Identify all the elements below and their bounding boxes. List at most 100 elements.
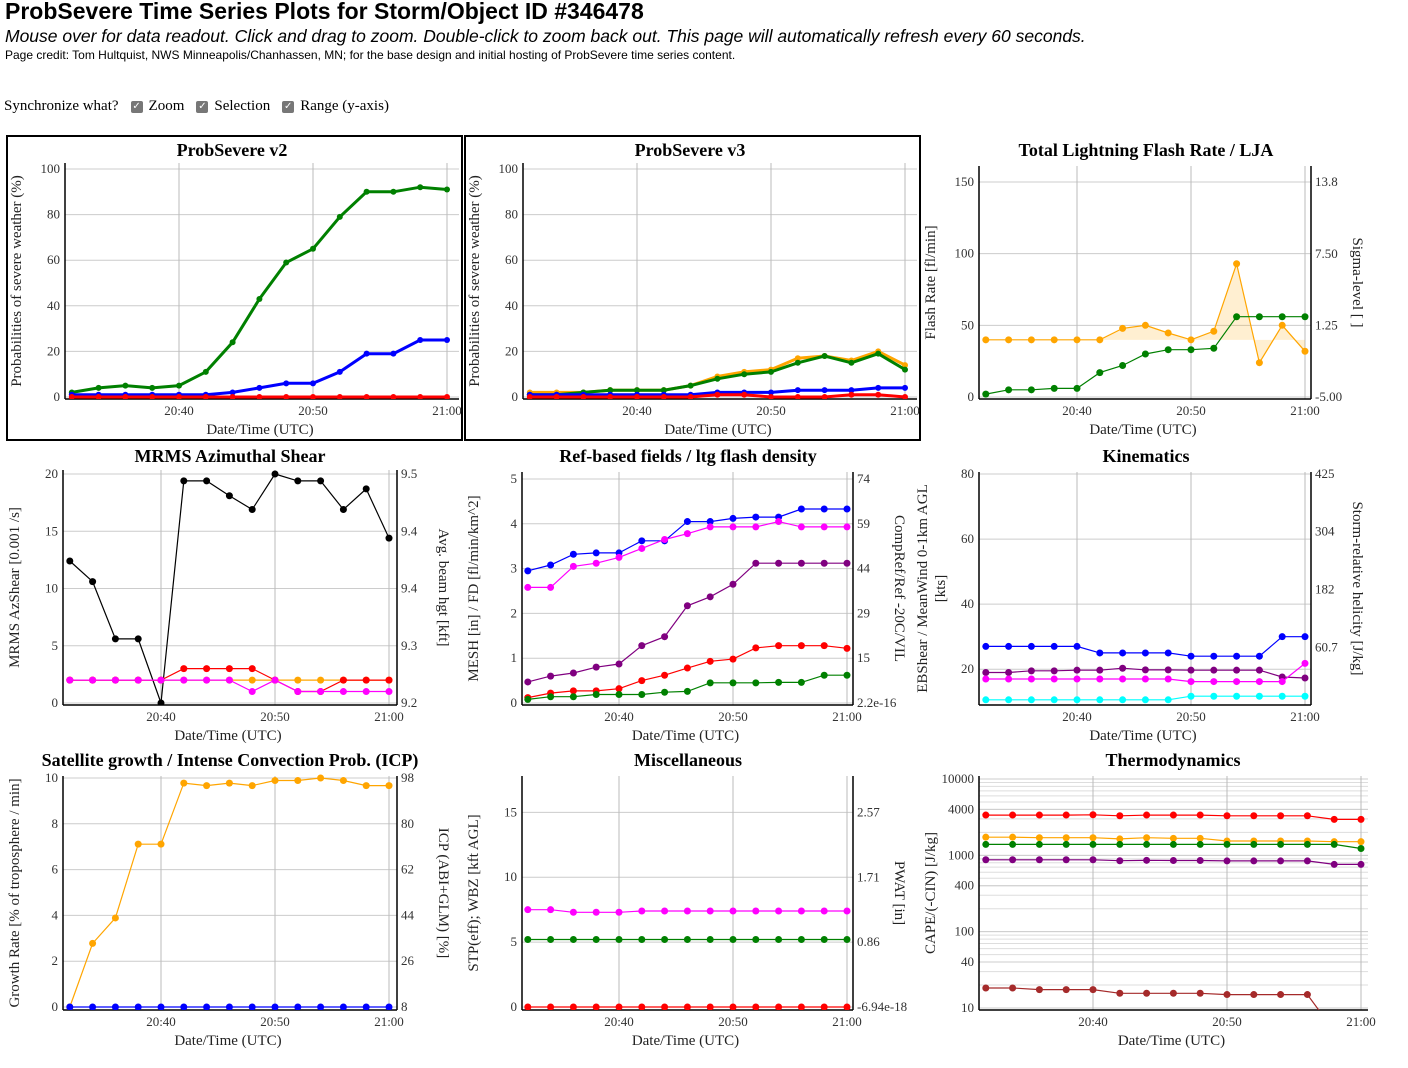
data-point[interactable] [1009, 811, 1017, 819]
data-point[interactable] [797, 559, 805, 567]
data-point[interactable] [1089, 840, 1097, 848]
chart-mrms[interactable]: MRMS Azimuthal Shear 0 5 10 15 20 20:40 20:50 21… [7, 446, 451, 744]
data-point[interactable] [794, 359, 801, 366]
data-point[interactable] [1277, 840, 1285, 848]
data-point[interactable] [706, 523, 714, 531]
data-point[interactable] [1050, 675, 1058, 683]
data-point[interactable] [317, 774, 325, 782]
chart-sat[interactable]: Satellite growth / Intense Convection Pr… [7, 750, 451, 1049]
data-point[interactable] [794, 355, 801, 362]
data-point[interactable] [638, 544, 646, 552]
data-point[interactable] [848, 359, 855, 366]
data-point[interactable] [248, 688, 256, 696]
data-point[interactable] [1027, 696, 1035, 704]
data-point[interactable] [1303, 857, 1311, 865]
data-point[interactable] [294, 477, 302, 485]
data-point[interactable] [89, 578, 97, 586]
plot-area[interactable] [526, 348, 908, 400]
data-point[interactable] [363, 394, 370, 400]
data-point[interactable] [638, 537, 646, 545]
data-point[interactable] [1096, 336, 1104, 344]
plot-area[interactable] [68, 184, 450, 400]
data-point[interactable] [1119, 675, 1127, 683]
data-point[interactable] [524, 567, 532, 575]
data-point[interactable] [339, 1003, 347, 1011]
data-point[interactable] [256, 384, 263, 391]
data-point[interactable] [1116, 835, 1124, 843]
data-point[interactable] [1116, 989, 1124, 997]
data-point[interactable] [1116, 857, 1124, 865]
data-point[interactable] [1096, 696, 1104, 704]
data-point[interactable] [1255, 359, 1263, 367]
data-point[interactable] [820, 671, 828, 679]
data-point[interactable] [752, 523, 760, 531]
data-point[interactable] [634, 387, 640, 394]
data-point[interactable] [203, 676, 211, 684]
data-point[interactable] [683, 687, 691, 695]
data-point[interactable] [1278, 313, 1286, 321]
data-point[interactable] [547, 693, 555, 701]
data-point[interactable] [66, 676, 74, 684]
data-point[interactable] [1062, 840, 1070, 848]
data-point[interactable] [248, 665, 256, 673]
data-point[interactable] [1357, 844, 1365, 852]
data-point[interactable] [1164, 346, 1172, 354]
data-point[interactable] [741, 371, 748, 378]
data-point[interactable] [843, 936, 851, 944]
data-point[interactable] [706, 657, 714, 665]
data-point[interactable] [875, 391, 882, 398]
data-point[interactable] [310, 394, 316, 400]
data-point[interactable] [248, 1003, 256, 1011]
data-point[interactable] [111, 676, 119, 684]
data-point[interactable] [157, 699, 165, 707]
data-point[interactable] [875, 384, 882, 391]
data-point[interactable] [1301, 633, 1309, 641]
data-point[interactable] [820, 642, 828, 650]
data-point[interactable] [1187, 692, 1195, 700]
data-point[interactable] [66, 557, 74, 565]
data-point[interactable] [1303, 812, 1311, 820]
data-point[interactable] [1223, 991, 1231, 999]
data-point[interactable] [1233, 692, 1241, 700]
data-point[interactable] [982, 856, 990, 864]
data-point[interactable] [729, 580, 737, 588]
data-point[interactable] [797, 936, 805, 944]
data-point[interactable] [157, 840, 165, 848]
data-point[interactable] [797, 523, 805, 531]
data-point[interactable] [417, 337, 424, 343]
data-point[interactable] [569, 669, 577, 677]
sync-zoom-checkbox[interactable]: ✓ [130, 100, 143, 113]
data-point[interactable] [1050, 696, 1058, 704]
data-point[interactable] [1062, 811, 1070, 819]
data-point[interactable] [1164, 649, 1172, 657]
data-point[interactable] [569, 908, 577, 916]
data-point[interactable] [982, 336, 990, 344]
data-point[interactable] [248, 505, 256, 513]
data-point[interactable] [122, 382, 129, 389]
data-point[interactable] [1277, 812, 1285, 820]
data-point[interactable] [111, 914, 119, 922]
data-point[interactable] [820, 1003, 828, 1011]
data-point[interactable] [225, 1003, 233, 1011]
data-point[interactable] [336, 394, 343, 400]
data-point[interactable] [1303, 840, 1311, 848]
data-point[interactable] [385, 1003, 393, 1011]
data-point[interactable] [729, 523, 737, 531]
data-point[interactable] [592, 690, 600, 698]
data-point[interactable] [1250, 812, 1258, 820]
data-point[interactable] [547, 1003, 555, 1011]
data-point[interactable] [1210, 678, 1218, 686]
data-point[interactable] [706, 936, 714, 944]
data-point[interactable] [752, 513, 760, 521]
data-point[interactable] [714, 391, 721, 398]
data-point[interactable] [111, 635, 119, 643]
data-point[interactable] [661, 671, 669, 679]
data-point[interactable] [1119, 361, 1127, 369]
data-point[interactable] [362, 782, 370, 790]
data-point[interactable] [390, 394, 397, 400]
data-point[interactable] [1255, 666, 1263, 674]
data-point[interactable] [592, 549, 600, 557]
data-point[interactable] [111, 1003, 119, 1011]
data-point[interactable] [1035, 856, 1043, 864]
data-point[interactable] [638, 642, 646, 650]
